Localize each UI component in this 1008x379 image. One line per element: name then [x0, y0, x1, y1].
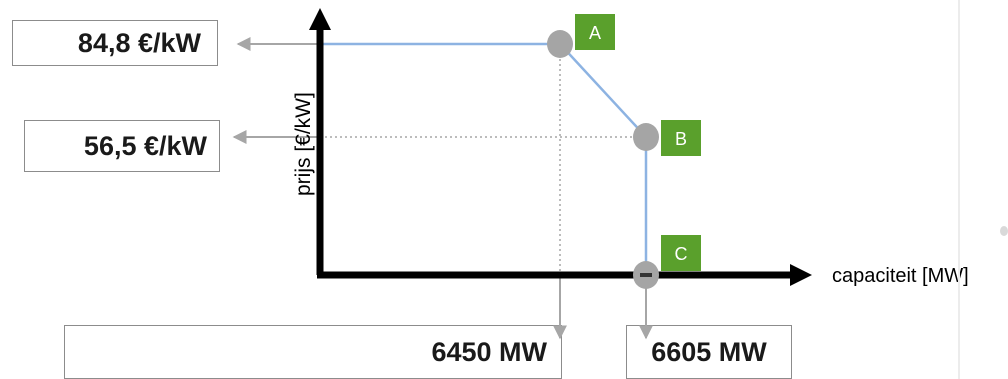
- point-marker-a: [547, 30, 573, 58]
- y-axis-arrowhead-icon: [309, 8, 331, 30]
- price-curve: [320, 42, 648, 275]
- capacity-value-b: 6605 MW: [651, 336, 767, 367]
- point-marker-b: [633, 123, 659, 151]
- price-value-high: 84,8 €/kW: [77, 27, 201, 58]
- price-value-low: 56,5 €/kW: [83, 130, 207, 161]
- point-label-box-c: [661, 235, 701, 271]
- point-label-box-b: [661, 120, 701, 156]
- point-markers: A B C: [547, 14, 701, 289]
- capacity-value-a: 6450 MW: [431, 336, 547, 367]
- point-label-box-a: [575, 14, 615, 50]
- y-axis-title: prijs [€/kW]: [292, 92, 315, 196]
- panel-divider: [958, 0, 960, 379]
- point-label-c: C: [675, 244, 688, 264]
- edge-dot: [1000, 226, 1008, 236]
- point-label-a: A: [589, 23, 601, 43]
- capacity-box-a: 6450 MW: [64, 325, 562, 379]
- point-label-b: B: [675, 129, 687, 149]
- capacity-box-b: 6605 MW: [626, 325, 792, 379]
- price-box-low: 56,5 €/kW: [24, 120, 220, 172]
- marker-c-tick: [640, 273, 652, 277]
- x-axis-title: capaciteit [MW]: [832, 265, 969, 287]
- price-box-high: 84,8 €/kW: [12, 20, 218, 66]
- x-axis-arrowhead-icon: [790, 264, 812, 286]
